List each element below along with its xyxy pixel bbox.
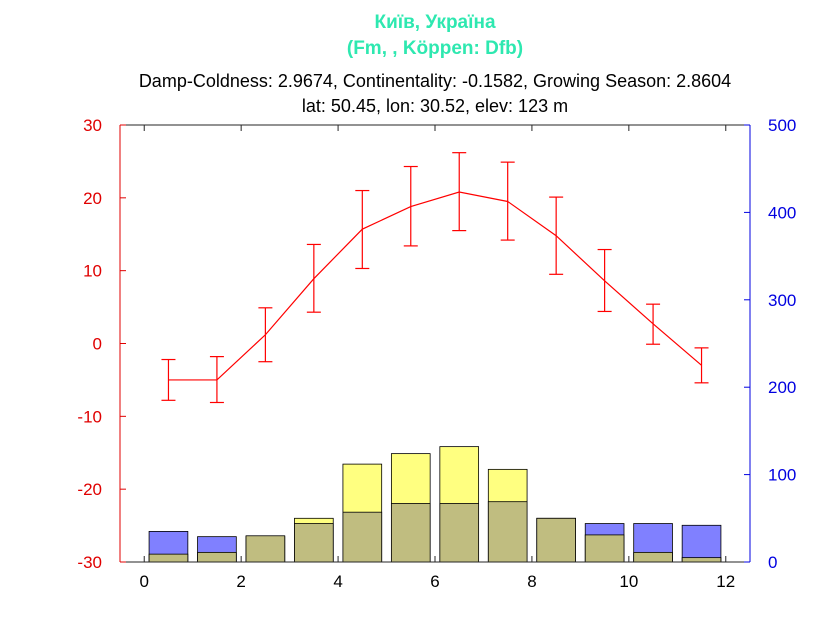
x-tick-label: 0 xyxy=(139,572,148,591)
y-left-tick-label: 10 xyxy=(83,262,102,281)
y-left-tick-label: 0 xyxy=(93,335,102,354)
y-left-tick-label: -20 xyxy=(77,480,102,499)
precip-bar-blue xyxy=(681,524,722,563)
temperature-line xyxy=(161,152,709,404)
temperature-mean-line xyxy=(168,191,702,381)
error-bar xyxy=(355,189,370,270)
x-tick-label: 6 xyxy=(430,572,439,591)
error-bar xyxy=(694,347,709,384)
y-left-tick-label: -30 xyxy=(77,553,102,572)
y-right-tick-label: 500 xyxy=(768,116,796,135)
error-bar xyxy=(161,358,176,401)
x-tick-label: 12 xyxy=(716,572,735,591)
error-bar xyxy=(209,356,224,404)
precip-bar-olive xyxy=(294,523,334,563)
precip-bar-olive xyxy=(390,503,431,563)
x-tick-label: 8 xyxy=(527,572,536,591)
x-tick-label: 4 xyxy=(333,572,342,591)
error-bar xyxy=(549,196,564,275)
error-bar xyxy=(646,303,661,345)
precip-bars xyxy=(148,446,722,563)
error-bar xyxy=(258,307,273,363)
y-left-tick-label: 30 xyxy=(83,116,102,135)
error-bar xyxy=(500,161,515,241)
precip-bar-olive xyxy=(633,551,673,563)
y-right-tick-label: 400 xyxy=(768,203,796,222)
precip-bar-olive xyxy=(245,535,286,563)
precip-bar-olive xyxy=(148,553,189,563)
y-right-tick-label: 200 xyxy=(768,378,796,397)
info-line-2: lat: 50.45, lon: 30.52, elev: 123 m xyxy=(302,96,568,116)
chart-subtitle: (Fm, , Köppen: Dfb) xyxy=(347,38,523,59)
precip-bar-olive xyxy=(197,551,237,563)
error-bar xyxy=(597,248,612,313)
y-right-tick-label: 300 xyxy=(768,291,796,310)
error-bar xyxy=(306,243,321,313)
x-tick-label: 10 xyxy=(619,572,638,591)
y-left-tick-label: -10 xyxy=(77,407,102,426)
axes: 0 2 4 6 8 10 12-30-20-100102030010020030040050… xyxy=(77,116,796,591)
error-bar xyxy=(452,152,467,232)
precip-bar-olive xyxy=(342,511,383,563)
y-right-tick-label: 100 xyxy=(768,466,796,485)
chart-title: Київ, Україна xyxy=(374,12,495,33)
precip-bar-olive xyxy=(681,557,722,563)
precip-bar-olive xyxy=(536,517,576,563)
precip-bar-olive xyxy=(439,503,480,563)
precip-bar-olive xyxy=(584,534,625,563)
y-right-tick-label: 0 xyxy=(768,553,777,572)
y-left-tick-label: 20 xyxy=(83,189,102,208)
x-tick-label: 2 xyxy=(236,572,245,591)
error-bar xyxy=(403,165,418,247)
info-line-1: Damp-Coldness: 2.9674, Continentality: -… xyxy=(139,71,731,91)
precip-bar-olive xyxy=(487,501,528,563)
